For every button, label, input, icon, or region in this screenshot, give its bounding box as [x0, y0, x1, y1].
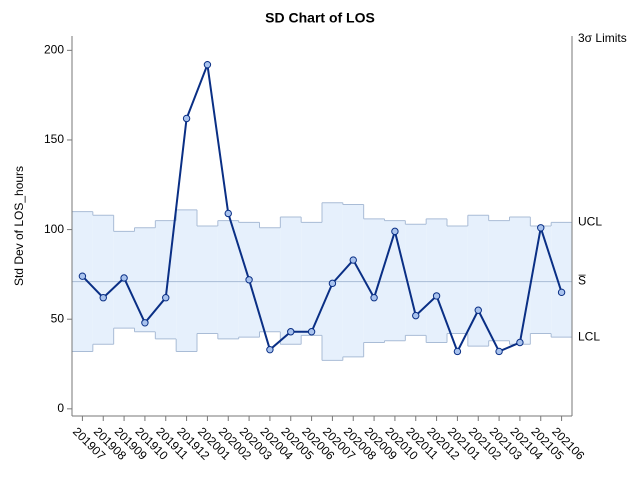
limit-band — [301, 222, 322, 336]
limit-band — [342, 204, 364, 357]
limit-band — [551, 222, 572, 338]
data-point — [516, 338, 524, 347]
limit-band — [197, 226, 218, 334]
limit-band — [530, 226, 552, 334]
data-point — [412, 311, 420, 320]
data-point — [162, 293, 170, 302]
limit-band — [92, 215, 114, 345]
y-tick-label: 0 — [57, 401, 64, 415]
data-point — [120, 274, 128, 282]
y-tick-label: 200 — [44, 43, 64, 57]
limit-band — [217, 220, 239, 339]
ucl-label: UCL — [578, 215, 602, 229]
data-point — [453, 347, 462, 356]
data-point — [78, 272, 87, 280]
data-point — [557, 288, 566, 297]
data-point — [182, 114, 191, 123]
data-point — [432, 292, 441, 300]
limit-band — [176, 209, 197, 352]
data-point — [287, 328, 295, 336]
data-line — [81, 60, 563, 354]
limit-band — [405, 224, 427, 336]
y-axis-label: Std Dev of LOS_hours — [12, 166, 26, 286]
limit-band — [488, 220, 510, 341]
y-tick-label: 50 — [51, 311, 65, 325]
limit-band — [467, 215, 489, 347]
chart-title: SD Chart of LOS — [265, 10, 375, 26]
data-point — [370, 293, 378, 302]
limit-band — [384, 220, 406, 341]
data-point — [328, 279, 337, 288]
data-point — [537, 224, 545, 232]
data-point — [495, 347, 503, 356]
data-point — [307, 328, 316, 336]
data-point — [474, 306, 482, 314]
limit-band — [426, 218, 447, 343]
center-label: S̅ — [578, 274, 586, 288]
data-point — [224, 209, 232, 218]
limit-band — [259, 227, 281, 332]
y-tick-label: 150 — [44, 132, 64, 146]
data-point — [349, 256, 357, 264]
y-tick-label: 100 — [44, 222, 64, 236]
limit-band — [509, 217, 531, 345]
limit-band — [363, 218, 385, 343]
data-point — [99, 293, 107, 302]
limit-band — [280, 217, 302, 345]
data-point — [266, 345, 274, 354]
lcl-label: LCL — [578, 329, 600, 343]
limit-band — [134, 227, 156, 332]
data-point — [141, 319, 149, 327]
data-point — [203, 60, 212, 69]
data-point — [391, 227, 399, 236]
data-point — [245, 276, 253, 284]
limit-band — [447, 226, 468, 334]
limits-title: 3σ Limits — [578, 31, 627, 45]
